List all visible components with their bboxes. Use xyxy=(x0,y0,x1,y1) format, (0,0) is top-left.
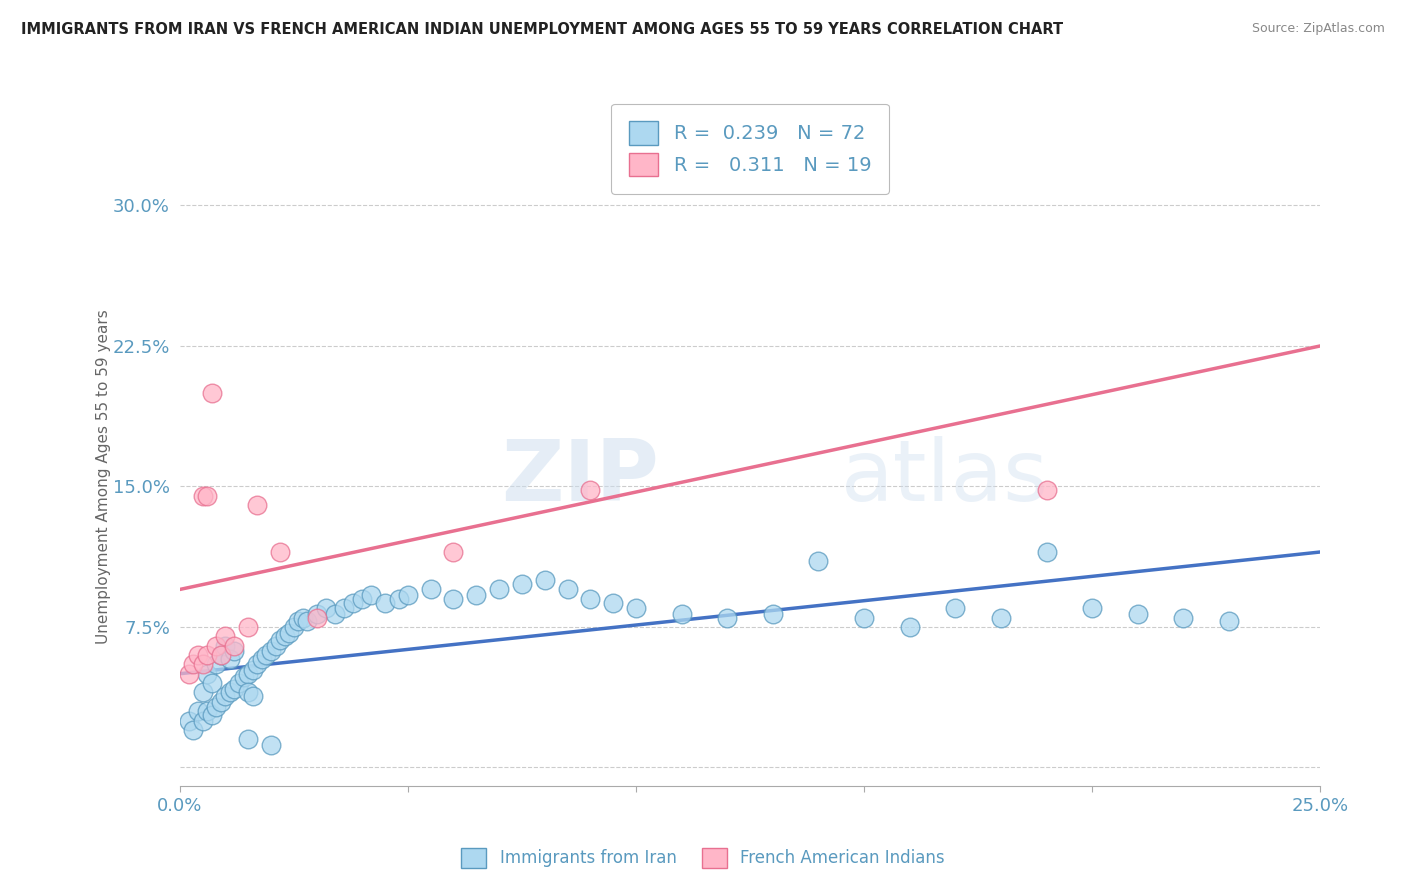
French American Indians xyxy=(195,489,218,503)
Immigrants from Iran xyxy=(219,652,242,666)
Immigrants from Iran xyxy=(465,588,488,602)
Immigrants from Iran xyxy=(224,681,246,696)
Immigrants from Iran xyxy=(201,708,224,723)
Immigrants from Iran xyxy=(224,644,246,658)
Immigrants from Iran xyxy=(291,610,314,624)
Immigrants from Iran xyxy=(510,577,533,591)
Immigrants from Iran xyxy=(807,554,830,568)
Immigrants from Iran xyxy=(990,610,1012,624)
Immigrants from Iran xyxy=(1081,601,1104,615)
Immigrants from Iran xyxy=(214,690,236,704)
Immigrants from Iran xyxy=(187,704,209,718)
Immigrants from Iran xyxy=(205,700,228,714)
Immigrants from Iran xyxy=(250,652,273,666)
Immigrants from Iran xyxy=(443,591,465,606)
Y-axis label: Unemployment Among Ages 55 to 59 years: Unemployment Among Ages 55 to 59 years xyxy=(96,310,111,644)
Legend: R =  0.239   N = 72, R =   0.311   N = 19: R = 0.239 N = 72, R = 0.311 N = 19 xyxy=(612,103,889,194)
Immigrants from Iran xyxy=(352,591,374,606)
Immigrants from Iran xyxy=(278,625,301,640)
French American Indians xyxy=(209,648,232,662)
Immigrants from Iran xyxy=(242,690,264,704)
Immigrants from Iran xyxy=(943,601,966,615)
French American Indians xyxy=(238,620,260,634)
Immigrants from Iran xyxy=(228,676,250,690)
Immigrants from Iran xyxy=(238,732,260,747)
Immigrants from Iran xyxy=(488,582,510,597)
Immigrants from Iran xyxy=(209,695,232,709)
Immigrants from Iran xyxy=(238,685,260,699)
Immigrants from Iran xyxy=(260,644,283,658)
Immigrants from Iran xyxy=(342,596,364,610)
Immigrants from Iran xyxy=(287,615,309,629)
French American Indians xyxy=(269,545,291,559)
French American Indians xyxy=(183,657,205,672)
Immigrants from Iran xyxy=(191,714,214,728)
Immigrants from Iran xyxy=(671,607,693,621)
French American Indians xyxy=(205,639,228,653)
Immigrants from Iran xyxy=(419,582,441,597)
Immigrants from Iran xyxy=(191,685,214,699)
Immigrants from Iran xyxy=(716,610,738,624)
Immigrants from Iran xyxy=(254,648,277,662)
French American Indians xyxy=(305,610,328,624)
Text: Source: ZipAtlas.com: Source: ZipAtlas.com xyxy=(1251,22,1385,36)
Immigrants from Iran xyxy=(205,657,228,672)
Immigrants from Iran xyxy=(232,671,254,685)
Immigrants from Iran xyxy=(242,663,264,677)
Immigrants from Iran xyxy=(264,639,287,653)
Immigrants from Iran xyxy=(533,573,555,587)
Immigrants from Iran xyxy=(323,607,346,621)
Immigrants from Iran xyxy=(214,639,236,653)
French American Indians xyxy=(443,545,465,559)
Immigrants from Iran xyxy=(762,607,785,621)
Immigrants from Iran xyxy=(195,704,218,718)
Immigrants from Iran xyxy=(297,615,319,629)
French American Indians xyxy=(224,639,246,653)
Immigrants from Iran xyxy=(1218,615,1240,629)
Immigrants from Iran xyxy=(579,591,602,606)
Immigrants from Iran xyxy=(273,629,295,643)
Immigrants from Iran xyxy=(388,591,411,606)
Immigrants from Iran xyxy=(246,657,269,672)
Immigrants from Iran xyxy=(898,620,921,634)
Immigrants from Iran xyxy=(269,633,291,648)
Immigrants from Iran xyxy=(283,620,305,634)
French American Indians xyxy=(191,657,214,672)
Immigrants from Iran xyxy=(853,610,876,624)
Immigrants from Iran xyxy=(305,607,328,621)
Text: IMMIGRANTS FROM IRAN VS FRENCH AMERICAN INDIAN UNEMPLOYMENT AMONG AGES 55 TO 59 : IMMIGRANTS FROM IRAN VS FRENCH AMERICAN … xyxy=(21,22,1063,37)
Text: atlas: atlas xyxy=(841,435,1049,518)
French American Indians xyxy=(214,629,236,643)
French American Indians xyxy=(579,483,602,498)
French American Indians xyxy=(195,648,218,662)
Immigrants from Iran xyxy=(177,714,200,728)
Immigrants from Iran xyxy=(315,601,337,615)
French American Indians xyxy=(201,385,224,400)
Immigrants from Iran xyxy=(360,588,382,602)
Immigrants from Iran xyxy=(1126,607,1149,621)
Immigrants from Iran xyxy=(260,738,283,752)
French American Indians xyxy=(177,666,200,681)
Immigrants from Iran xyxy=(1173,610,1195,624)
Immigrants from Iran xyxy=(1035,545,1057,559)
French American Indians xyxy=(191,489,214,503)
Immigrants from Iran xyxy=(183,723,205,737)
Immigrants from Iran xyxy=(219,685,242,699)
Text: ZIP: ZIP xyxy=(501,435,659,518)
Immigrants from Iran xyxy=(396,588,419,602)
Immigrants from Iran xyxy=(195,666,218,681)
Immigrants from Iran xyxy=(374,596,396,610)
Immigrants from Iran xyxy=(602,596,624,610)
Immigrants from Iran xyxy=(333,601,356,615)
French American Indians xyxy=(1035,483,1057,498)
Immigrants from Iran xyxy=(201,676,224,690)
Immigrants from Iran xyxy=(624,601,647,615)
French American Indians xyxy=(187,648,209,662)
French American Indians xyxy=(246,498,269,512)
Immigrants from Iran xyxy=(209,648,232,662)
Immigrants from Iran xyxy=(238,666,260,681)
Legend: Immigrants from Iran, French American Indians: Immigrants from Iran, French American In… xyxy=(454,841,952,875)
Immigrants from Iran xyxy=(557,582,579,597)
